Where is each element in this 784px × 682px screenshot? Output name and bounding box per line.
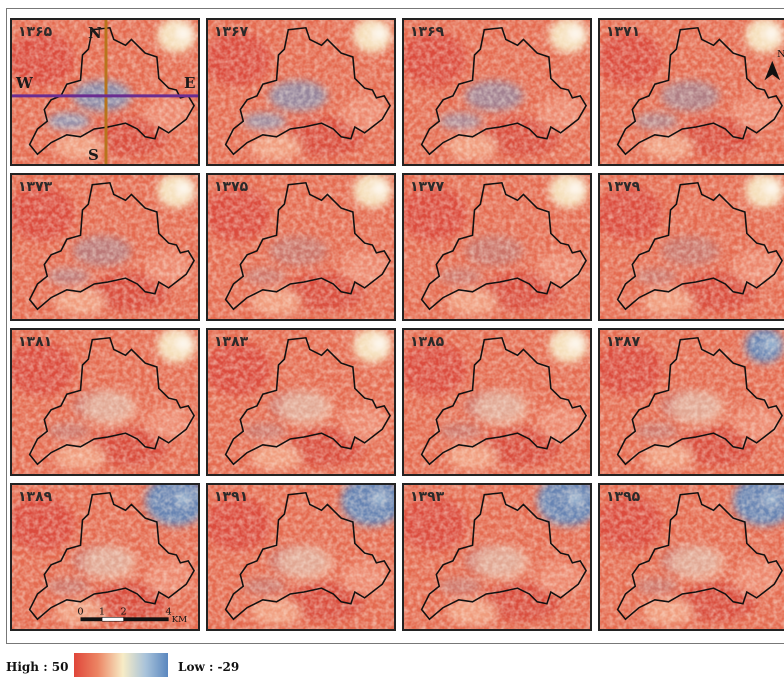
- direction-label-west: W: [16, 74, 33, 92]
- scale-tick-label: 1: [99, 606, 105, 617]
- panel-year-label: ۱۳۹۳: [410, 489, 445, 505]
- map-panel: ۱۳۸۳: [206, 328, 396, 476]
- direction-label-north: N: [88, 24, 102, 42]
- lst-raster: [600, 485, 784, 629]
- panel-year-label: ۱۳۶۹: [410, 24, 445, 40]
- panel-year-label: ۱۳۷۹: [606, 179, 641, 195]
- lst-raster: [12, 20, 198, 164]
- lst-raster: [404, 485, 590, 629]
- panel-year-label: ۱۳۷۵: [214, 179, 249, 195]
- lst-raster: N: [600, 20, 784, 164]
- panel-year-label: ۱۳۷۱: [606, 24, 641, 40]
- map-panel: ۱۳۹۳: [402, 483, 592, 631]
- direction-label-east: E: [184, 74, 196, 92]
- lst-raster: [12, 330, 198, 474]
- map-panel: 0 1 2 4 KM ۱۳۸۹: [10, 483, 200, 631]
- legend-high-label: High : 50: [6, 660, 69, 674]
- scale-tick-label: 0: [77, 606, 83, 617]
- legend-color-ramp: [74, 653, 168, 677]
- map-panel: ۱۳۶۷: [206, 18, 396, 166]
- map-panel: ۱۳۸۷: [598, 328, 784, 476]
- lst-raster: [404, 20, 590, 164]
- map-panel: ۱۳۸۵: [402, 328, 592, 476]
- lst-raster: [404, 330, 590, 474]
- lst-raster: [600, 330, 784, 474]
- panel-year-label: ۱۳۸۱: [18, 334, 53, 350]
- panel-year-label: ۱۳۸۳: [214, 334, 249, 350]
- lst-raster: [208, 175, 394, 319]
- map-panel: ۱۳۶۵ N S W E: [10, 18, 200, 166]
- scale-tick-label: 4: [166, 606, 172, 617]
- panel-year-label: ۱۳۹۱: [214, 489, 249, 505]
- lst-raster: [208, 330, 394, 474]
- panel-year-label: ۱۳۹۵: [606, 489, 641, 505]
- map-panel: ۱۳۷۹: [598, 173, 784, 321]
- north-arrow-icon: N: [764, 49, 784, 81]
- lst-raster: [600, 175, 784, 319]
- map-panel: ۱۳۶۹: [402, 18, 592, 166]
- lst-raster: 0 1 2 4KM: [12, 485, 198, 629]
- map-panel: ۱۳۹۱: [206, 483, 396, 631]
- lst-raster: [12, 175, 198, 319]
- panel-year-label: ۱۳۶۵: [18, 24, 53, 40]
- lst-raster: [404, 175, 590, 319]
- direction-label-south: S: [88, 146, 99, 164]
- scale-unit-label: KM: [172, 615, 188, 625]
- legend-low-label: Low : -29: [178, 660, 240, 674]
- lst-raster: [208, 20, 394, 164]
- map-panel: N ۱۳۷۱: [598, 18, 784, 166]
- panel-year-label: ۱۳۷۳: [18, 179, 53, 195]
- map-frame: ۱۳۶۵ N S W E ۱۳۶۷ ۱۳۶۹ N ۱۳۷۱ ۱۳۷۳ ۱۳۷۵ ۱۳۷۷ ۱۳۷۹ ۱۳۸…: [6, 8, 784, 644]
- north-arrow-label: N: [777, 49, 784, 60]
- map-panel: ۱۳۹۵: [598, 483, 784, 631]
- panel-year-label: ۱۳۷۷: [410, 179, 445, 195]
- lst-raster: [208, 485, 394, 629]
- scale-tick-label: 2: [120, 606, 126, 617]
- panel-year-label: ۱۳۸۷: [606, 334, 641, 350]
- panel-year-label: ۱۳۸۹: [18, 489, 53, 505]
- map-panel: ۱۳۸۱: [10, 328, 200, 476]
- map-panel: ۱۳۷۳: [10, 173, 200, 321]
- panel-year-label: ۱۳۸۵: [410, 334, 445, 350]
- map-panel: ۱۳۷۷: [402, 173, 592, 321]
- scale-bar: [80, 617, 169, 622]
- panel-year-label: ۱۳۶۷: [214, 24, 249, 40]
- legend: High : 50 Low : -29: [6, 652, 336, 678]
- map-panel: ۱۳۷۵: [206, 173, 396, 321]
